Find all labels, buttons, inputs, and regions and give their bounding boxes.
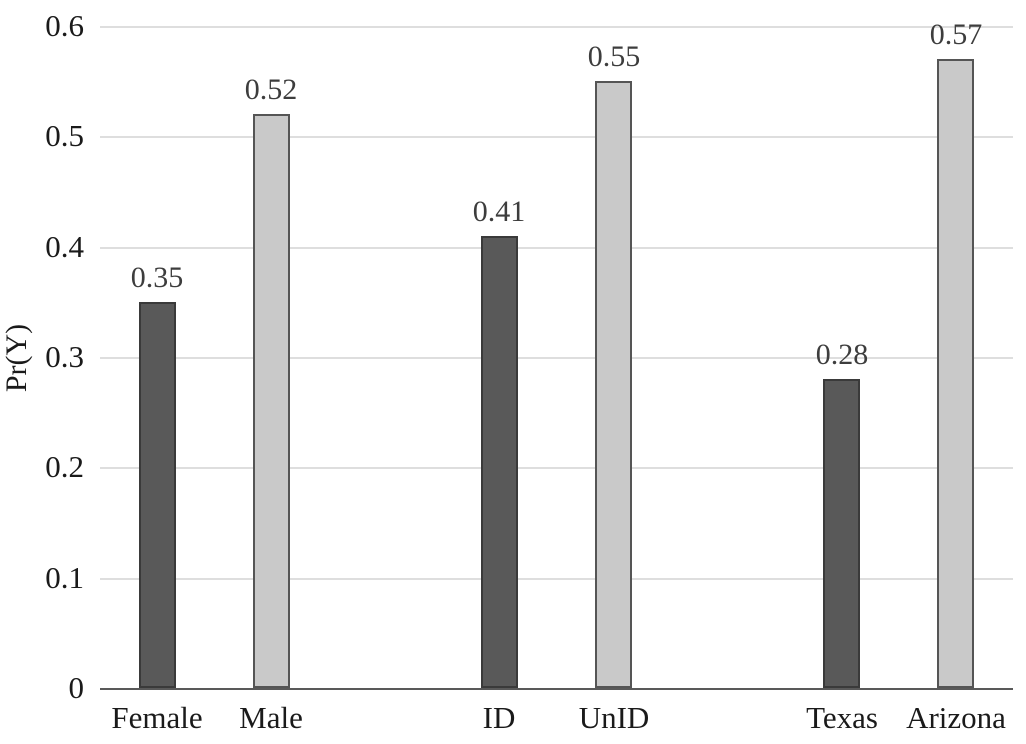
bar-value-label: 0.55 — [587, 40, 641, 73]
x-axis-line — [100, 688, 1013, 690]
bar-female — [139, 302, 176, 688]
gridline — [100, 136, 1013, 138]
bar-value-label: 0.35 — [130, 261, 184, 294]
plot-area: 0.35 0.52 0.41 0.55 0.28 0.57 — [100, 18, 1013, 690]
gridline — [100, 247, 1013, 249]
y-axis-tick-label: 0.5 — [45, 118, 84, 153]
y-axis-tick-label: 0.6 — [45, 8, 84, 43]
x-axis-tick-label: ID — [482, 700, 516, 735]
bar-value-label: 0.41 — [472, 195, 526, 228]
y-axis-tick-label: 0.2 — [45, 449, 84, 484]
x-axis-tick-label: Male — [239, 700, 303, 735]
gridline — [100, 26, 1013, 28]
bar-texas — [823, 379, 860, 688]
bar-male — [253, 114, 290, 688]
gridline — [100, 467, 1013, 469]
x-axis-tick-label: Arizona — [906, 700, 1006, 735]
bar-arizona — [937, 59, 974, 688]
x-axis-tick-label: UnID — [578, 700, 650, 735]
y-axis-tick-label: 0.4 — [45, 229, 84, 264]
bar-value-label: 0.52 — [244, 73, 298, 106]
bar-unid — [595, 81, 632, 688]
x-axis-tick-label: Female — [111, 700, 203, 735]
x-axis-tick-label: Texas — [806, 700, 878, 735]
bar-value-label: 0.28 — [815, 338, 869, 371]
y-axis-tick-label: 0 — [68, 670, 85, 705]
bar-value-label: 0.57 — [929, 18, 983, 51]
gridline — [100, 578, 1013, 580]
gridline — [100, 357, 1013, 359]
y-axis-tick-label: 0.3 — [45, 339, 84, 374]
bar-id — [481, 236, 518, 688]
y-axis-tick-label: 0.1 — [45, 560, 84, 595]
